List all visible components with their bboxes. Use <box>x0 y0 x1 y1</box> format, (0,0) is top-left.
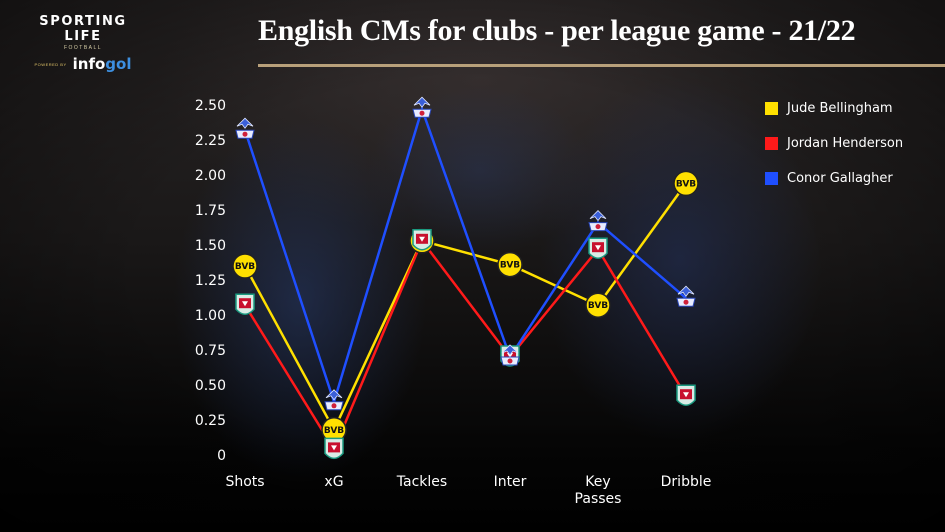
liverpool-crest-icon <box>324 437 344 460</box>
infogol-logo: infogol <box>73 55 132 73</box>
powered-by-text: POWERED BY <box>34 61 67 67</box>
title-rule <box>258 64 945 67</box>
svg-text:BVB: BVB <box>500 261 520 271</box>
series-line <box>243 105 687 406</box>
liverpool-crest-icon <box>588 237 608 259</box>
bvb-crest-icon: BVB <box>585 292 611 318</box>
liverpool-crest-icon <box>235 293 255 315</box>
x-tick-label: Shots <box>225 474 264 490</box>
bvb-crest-icon: BVB <box>673 170 699 197</box>
powered-by: POWERED BY infogol <box>18 55 148 73</box>
y-tick-label: 2.50 <box>195 98 226 114</box>
legend-item-gallagher: Conor Gallagher <box>765 167 903 190</box>
x-tick-label: Passes <box>575 491 622 507</box>
y-tick-label: 0.50 <box>195 378 226 394</box>
crystal-palace-crest-icon <box>412 96 432 118</box>
x-tick-label: xG <box>324 474 343 490</box>
svg-text:BVB: BVB <box>324 426 344 436</box>
x-tick-label: Tackles <box>396 474 447 490</box>
legend-item-henderson: Jordan Henderson <box>765 132 903 155</box>
infogol-logo-a: info <box>72 55 106 73</box>
series-line <box>243 182 688 433</box>
y-tick-label: 1.25 <box>195 273 226 289</box>
series-lines <box>243 105 688 453</box>
y-tick-label: 1.50 <box>195 238 226 254</box>
legend-label: Jordan Henderson <box>787 136 904 151</box>
liverpool-crest-icon <box>412 229 432 251</box>
crystal-palace-crest-icon <box>588 210 608 232</box>
crystal-palace-crest-icon <box>676 285 696 307</box>
y-tick-label: 1.00 <box>195 308 226 324</box>
chart-title: English CMs for clubs - per league game … <box>258 14 856 47</box>
legend-swatch-yellow <box>765 102 778 115</box>
liverpool-crest-icon <box>676 384 696 406</box>
svg-text:BVB: BVB <box>588 301 608 311</box>
y-tick-label: 0.75 <box>195 343 226 359</box>
x-tick-label: Key <box>585 474 610 490</box>
svg-text:BVB: BVB <box>676 179 696 189</box>
legend-label: Jude Bellingham <box>787 101 893 116</box>
y-tick-label: 0.25 <box>195 413 226 429</box>
brand-sub: FOOTBALL <box>63 45 103 51</box>
x-tick-label: Dribble <box>661 474 712 490</box>
x-tick-label: Inter <box>494 474 527 490</box>
y-tick-label: 1.75 <box>195 203 226 219</box>
bvb-crest-icon: BVB <box>497 251 523 278</box>
sporting-life-logo: SPORTING LIFE FOOTBALL POWERED BY infogo… <box>18 14 148 73</box>
bvb-crest-icon: BVB <box>232 253 258 279</box>
y-tick-label: 2.00 <box>195 168 226 184</box>
legend-swatch-blue <box>765 172 778 185</box>
brand-name: SPORTING LIFE <box>39 14 127 44</box>
y-tick-label: 2.25 <box>195 133 226 149</box>
y-axis: 0 0.25 0.50 0.75 1.00 1.25 1.50 1.75 2.00 2.25 2.5… <box>195 98 226 464</box>
svg-text:BVB: BVB <box>235 262 255 272</box>
infogol-logo-b: gol <box>105 55 132 73</box>
legend-label: Conor Gallagher <box>787 171 893 186</box>
y-tick-label: 0 <box>217 448 226 464</box>
legend-item-bellingham: Jude Bellingham <box>765 97 903 120</box>
series-line <box>243 238 688 453</box>
series-markers: BVBBVBBVBBVBBVBBVB <box>232 96 699 460</box>
crystal-palace-crest-icon <box>324 389 344 411</box>
crystal-palace-crest-icon <box>235 117 255 139</box>
crystal-palace-crest-icon <box>500 344 520 366</box>
legend-swatch-red <box>765 137 778 150</box>
legend: Jude Bellingham Jordan Henderson Conor G… <box>765 97 903 202</box>
